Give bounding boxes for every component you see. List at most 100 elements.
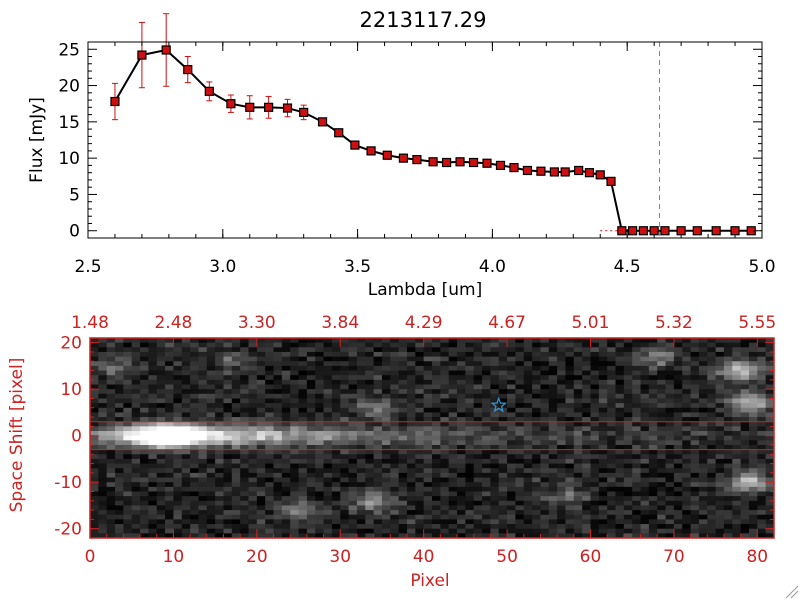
- image-pixel: [623, 472, 633, 479]
- image-pixel: [623, 370, 633, 376]
- image-pixel: [473, 351, 483, 358]
- image-pixel: [582, 440, 592, 446]
- image-pixel: [265, 389, 275, 395]
- image-pixel: [657, 417, 667, 423]
- image-pixel: [148, 351, 158, 358]
- image-pixel: [340, 384, 350, 390]
- image-pixel: [632, 389, 642, 395]
- image-pixel: [532, 431, 542, 437]
- image-pixel: [757, 463, 767, 469]
- image-pixel: [273, 510, 283, 516]
- image-pixel: [490, 468, 500, 474]
- image-pixel: [390, 361, 400, 367]
- image-pixel: [131, 458, 141, 465]
- image-pixel: [573, 375, 583, 381]
- image-pixel: [523, 505, 533, 511]
- image-pixel: [123, 342, 133, 348]
- image-pixel: [223, 435, 233, 441]
- image-pixel: [281, 528, 291, 534]
- image-pixel: [648, 533, 658, 538]
- image-pixel: [90, 519, 99, 525]
- image-pixel: [698, 393, 708, 400]
- image-pixel: [607, 351, 617, 358]
- image-pixel: [715, 440, 725, 446]
- image-pixel: [590, 514, 600, 520]
- image-pixel: [590, 496, 600, 502]
- image-pixel: [490, 486, 500, 493]
- image-pixel: [356, 463, 366, 469]
- image-pixel: [398, 444, 408, 451]
- image-pixel: [573, 426, 583, 432]
- image-pixel: [181, 454, 191, 460]
- image-pixel: [582, 338, 592, 344]
- image-pixel: [657, 403, 667, 409]
- image-pixel: [482, 361, 491, 367]
- image-pixel: [406, 505, 416, 511]
- image-pixel: [590, 444, 600, 451]
- image-pixel: [523, 421, 533, 427]
- image-pixel: [256, 514, 266, 520]
- image-pixel: [682, 412, 692, 418]
- image-pixel: [140, 431, 149, 437]
- image-pixel: [423, 342, 433, 348]
- image-pixel: [106, 486, 116, 493]
- image-pixel: [415, 444, 425, 451]
- image-pixel: [432, 491, 441, 497]
- image-pixel: [381, 417, 391, 423]
- image-pixel: [398, 342, 408, 348]
- image-pixel: [673, 426, 683, 432]
- image-pixel: [523, 370, 533, 376]
- image-pixel: [748, 347, 758, 353]
- resize-grip-icon[interactable]: [785, 585, 799, 599]
- image-pixel: [707, 365, 717, 372]
- image-pixel: [457, 342, 466, 348]
- image-pixel: [140, 379, 149, 386]
- image-pixel: [231, 477, 241, 483]
- image-pixel: [356, 458, 366, 465]
- image-pixel: [165, 519, 175, 525]
- image-pixel: [406, 486, 416, 493]
- image-pixel: [123, 491, 133, 497]
- image-pixel: [140, 510, 149, 516]
- x-tick-label: 60: [580, 547, 602, 567]
- image-pixel: [440, 528, 450, 534]
- image-pixel: [582, 444, 592, 451]
- image-pixel: [590, 375, 600, 381]
- image-pixel: [507, 458, 517, 465]
- image-pixel: [473, 431, 483, 437]
- image-pixel: [106, 482, 116, 488]
- image-pixel: [565, 486, 575, 493]
- image-pixel: [331, 421, 341, 427]
- image-pixel: [582, 482, 592, 488]
- image-pixel: [648, 379, 658, 386]
- image-pixel: [98, 398, 108, 404]
- image-pixel: [698, 417, 708, 423]
- image-pixel: [298, 356, 308, 362]
- image-pixel: [173, 431, 183, 437]
- image-pixel: [565, 407, 575, 414]
- image-pixel: [457, 370, 466, 376]
- image-pixel: [757, 375, 767, 381]
- image-pixel: [465, 514, 475, 520]
- image-pixel: [415, 472, 425, 479]
- image-pixel: [140, 365, 149, 372]
- image-pixel: [540, 533, 550, 538]
- image-pixel: [148, 431, 158, 437]
- image-pixel: [540, 412, 550, 418]
- image-pixel: [206, 389, 216, 395]
- image-pixel: [273, 458, 283, 465]
- image-pixel: [373, 398, 383, 404]
- image-pixel: [457, 472, 466, 479]
- image-pixel: [715, 398, 725, 404]
- image-pixel: [423, 356, 433, 362]
- image-pixel: [690, 449, 700, 455]
- image-pixel: [598, 379, 608, 386]
- image-pixel: [515, 379, 525, 386]
- image-pixel: [665, 435, 675, 441]
- image-pixel: [273, 444, 283, 451]
- image-pixel: [98, 379, 108, 386]
- image-pixel: [365, 417, 375, 423]
- image-pixel: [732, 431, 742, 437]
- image-pixel: [365, 458, 375, 465]
